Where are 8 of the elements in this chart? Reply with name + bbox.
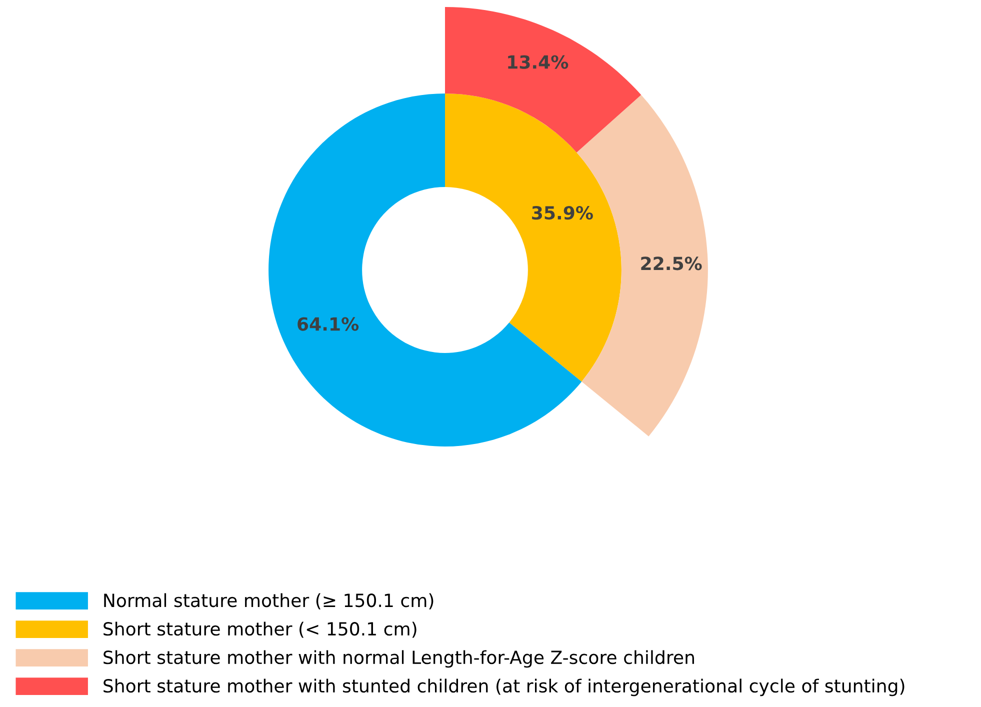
data-label: 64.1% — [298, 317, 359, 331]
legend-label: Normal stature mother (≥ 150.1 cm) — [104, 593, 434, 610]
data-label: 35.9% — [532, 206, 593, 220]
legend-label: Short stature mother with normal Length-for-Age Z-score children — [104, 650, 694, 668]
legend-label: Short stature mother (< 150.1 cm) — [104, 622, 416, 638]
legend-label: Short stature mother with stunted children (at risk of intergenerational cycle of stunting) — [104, 678, 904, 696]
data-label: 22.5% — [641, 256, 702, 270]
data-label: 13.4% — [508, 55, 568, 69]
